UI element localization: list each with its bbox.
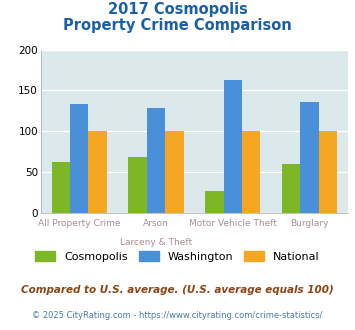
Text: Burglary: Burglary bbox=[290, 219, 329, 228]
Text: Arson: Arson bbox=[143, 219, 169, 228]
Text: Property Crime Comparison: Property Crime Comparison bbox=[63, 18, 292, 33]
Text: Motor Vehicle Theft: Motor Vehicle Theft bbox=[189, 219, 277, 228]
Bar bbox=[242, 131, 260, 213]
Bar bbox=[224, 80, 242, 213]
Text: © 2025 CityRating.com - https://www.cityrating.com/crime-statistics/: © 2025 CityRating.com - https://www.city… bbox=[32, 311, 323, 320]
Legend: Cosmopolis, Washington, National: Cosmopolis, Washington, National bbox=[31, 247, 324, 267]
Bar bbox=[147, 108, 165, 213]
Bar bbox=[70, 104, 88, 213]
Bar bbox=[300, 102, 319, 213]
Bar bbox=[282, 164, 300, 213]
Bar bbox=[51, 162, 70, 213]
Bar bbox=[88, 131, 107, 213]
Bar bbox=[319, 131, 337, 213]
Text: All Property Crime: All Property Crime bbox=[38, 219, 120, 228]
Text: 2017 Cosmopolis: 2017 Cosmopolis bbox=[108, 2, 247, 16]
Bar bbox=[129, 157, 147, 213]
Text: Compared to U.S. average. (U.S. average equals 100): Compared to U.S. average. (U.S. average … bbox=[21, 285, 334, 295]
Text: Larceny & Theft: Larceny & Theft bbox=[120, 238, 192, 247]
Bar bbox=[205, 191, 224, 213]
Bar bbox=[165, 131, 184, 213]
